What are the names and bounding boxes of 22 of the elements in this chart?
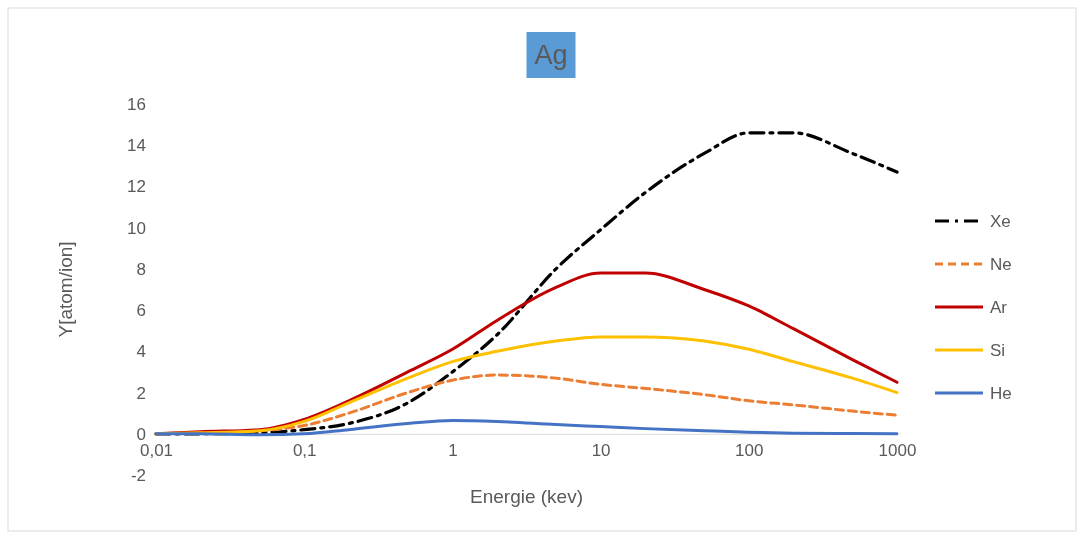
legend-label: Ar bbox=[990, 298, 1008, 317]
y-tick-label: 2 bbox=[136, 383, 146, 403]
y-tick-label: 10 bbox=[127, 218, 146, 238]
legend-label: Xe bbox=[990, 212, 1011, 231]
y-tick-label: 16 bbox=[127, 94, 146, 114]
x-axis-title: Energie (kev) bbox=[470, 486, 583, 507]
y-tick-label: 12 bbox=[127, 177, 146, 197]
x-tick-label: 1 bbox=[448, 440, 458, 460]
legend-label: Ne bbox=[990, 255, 1012, 274]
legend-label: Si bbox=[990, 341, 1006, 360]
legend-label: He bbox=[990, 384, 1012, 403]
y-axis-title: Y[atom/ion] bbox=[55, 241, 76, 338]
x-tick-label: 0,1 bbox=[292, 440, 317, 460]
chart-title: Ag bbox=[534, 40, 568, 70]
x-tick-label: 10 bbox=[591, 440, 611, 460]
x-tick-label: 100 bbox=[735, 440, 764, 460]
y-tick-label: 14 bbox=[127, 136, 146, 156]
y-tick-label: -2 bbox=[130, 465, 146, 485]
y-tick-label: 4 bbox=[136, 342, 146, 362]
y-tick-label: 8 bbox=[136, 259, 146, 279]
x-tick-label: 1000 bbox=[878, 440, 917, 460]
y-tick-label: 6 bbox=[136, 301, 146, 321]
